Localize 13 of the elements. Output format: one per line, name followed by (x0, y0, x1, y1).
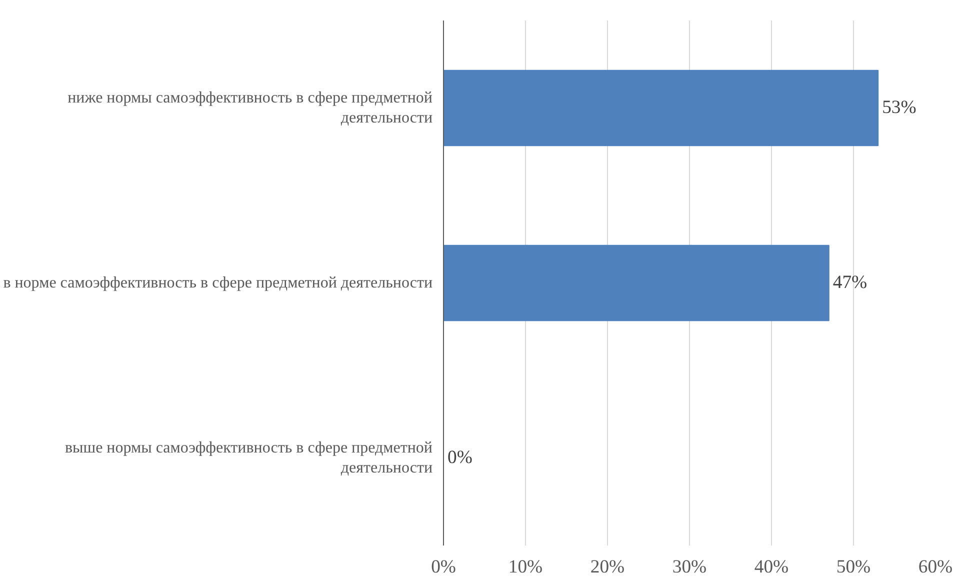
x-tick-label: 10% (508, 556, 543, 578)
data-label: 47% (832, 272, 868, 293)
data-label: 0% (448, 447, 472, 468)
x-tick-label: 20% (590, 556, 625, 578)
x-tick-label: 40% (754, 556, 789, 578)
y-tick-label: в норме самоэффективность в сфере предметной деятельности (3, 274, 433, 292)
x-tick-label: 60% (918, 556, 953, 578)
data-label: 53% (882, 97, 916, 118)
x-tick-label: 30% (672, 556, 707, 578)
x-tick-label: 50% (836, 556, 871, 578)
y-tick-label: ниже нормы самоэффективность в сфере предметной деятельности (68, 89, 433, 127)
y-tick-label: выше нормы самоэффективность в сфере предметной деятельности (64, 439, 433, 477)
x-tick-label: 0% (431, 556, 456, 578)
